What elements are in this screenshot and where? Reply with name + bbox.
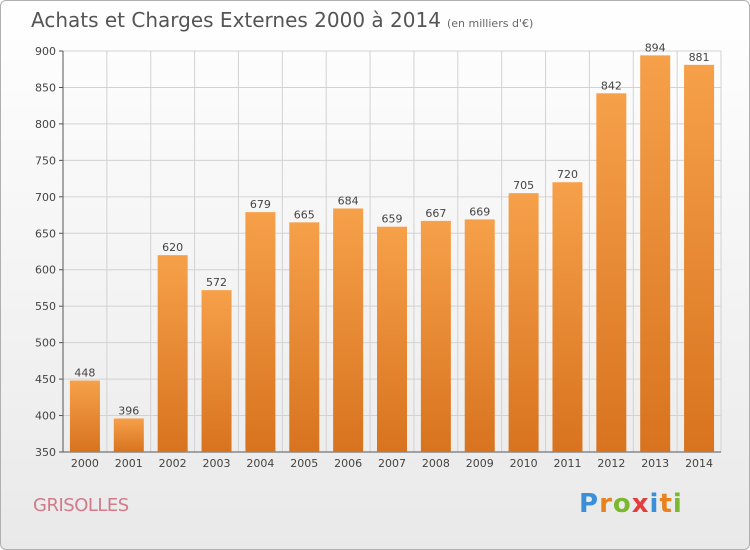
bar-2005[interactable] bbox=[289, 222, 320, 452]
bar-2014[interactable] bbox=[684, 64, 715, 452]
data-label-2014: 881 bbox=[689, 51, 710, 64]
x-tick-label-2006: 2006 bbox=[334, 457, 362, 470]
logo-letter: o bbox=[612, 489, 632, 519]
y-tick-label: 600 bbox=[35, 264, 56, 277]
bar-2006[interactable] bbox=[333, 208, 364, 452]
logo-letter: i bbox=[672, 489, 683, 519]
bar-2003[interactable] bbox=[201, 290, 232, 452]
axes: 350 400 450 500 550 600 650 700 750 800 850 900 2000… bbox=[35, 45, 721, 470]
bar-2007[interactable] bbox=[377, 226, 407, 452]
y-tick-label: 350 bbox=[35, 446, 56, 459]
y-tick-label: 450 bbox=[35, 373, 56, 386]
title-row: Achats et Charges Externes 2000 à 2014 (e… bbox=[31, 8, 533, 32]
data-label-2010: 705 bbox=[513, 179, 534, 192]
bars bbox=[69, 55, 715, 453]
proxiti-logo[interactable]: Proxiti bbox=[579, 489, 683, 519]
chart-title: Achats et Charges Externes 2000 à 2014 bbox=[31, 8, 441, 32]
data-label-2000: 448 bbox=[74, 367, 95, 380]
x-tick-label-2012: 2012 bbox=[597, 457, 625, 470]
bar-2002[interactable] bbox=[157, 255, 188, 452]
bar-2001[interactable] bbox=[113, 418, 144, 452]
x-tick-label-2002: 2002 bbox=[159, 457, 187, 470]
y-tick-label: 650 bbox=[35, 227, 56, 240]
bar-2000[interactable] bbox=[69, 380, 100, 452]
x-tick-label-2007: 2007 bbox=[378, 457, 406, 470]
data-labels: 448 396 620 572 679 665 684 659 667 669 705 720 842 8… bbox=[74, 41, 709, 417]
data-label-2013: 894 bbox=[645, 41, 666, 54]
data-label-2002: 620 bbox=[162, 241, 183, 254]
x-tick-label-2010: 2010 bbox=[510, 457, 538, 470]
logo-letter: P bbox=[579, 489, 600, 519]
x-tick-label-2009: 2009 bbox=[466, 457, 494, 470]
x-tick-label-2013: 2013 bbox=[641, 457, 669, 470]
data-label-2012: 842 bbox=[601, 79, 622, 92]
x-tick-label-2005: 2005 bbox=[290, 457, 318, 470]
data-label-2005: 665 bbox=[294, 208, 315, 221]
bar-2013[interactable] bbox=[640, 55, 671, 453]
data-label-2008: 667 bbox=[425, 207, 446, 220]
bar-2009[interactable] bbox=[464, 219, 495, 452]
x-tick-label-2014: 2014 bbox=[685, 457, 713, 470]
logo-letter: i bbox=[649, 489, 660, 519]
x-tick-label-2003: 2003 bbox=[203, 457, 231, 470]
bar-2012[interactable] bbox=[596, 93, 627, 453]
x-tick-label-2008: 2008 bbox=[422, 457, 450, 470]
bar-2004[interactable] bbox=[245, 212, 276, 452]
logo-letter: t bbox=[659, 489, 673, 519]
bar-2008[interactable] bbox=[420, 220, 451, 452]
y-tick-label: 750 bbox=[35, 154, 56, 167]
y-tick-label: 400 bbox=[35, 410, 56, 423]
logo-letter: x bbox=[631, 489, 650, 519]
data-label-2003: 572 bbox=[206, 276, 227, 289]
y-tick-label: 550 bbox=[35, 300, 56, 313]
y-tick-label: 800 bbox=[35, 118, 56, 131]
data-label-2004: 679 bbox=[250, 198, 271, 211]
y-tick-label: 850 bbox=[35, 81, 56, 94]
chart-subtitle: (en milliers d'€) bbox=[446, 17, 534, 30]
data-label-2007: 659 bbox=[382, 213, 403, 226]
y-tick-label: 700 bbox=[35, 191, 56, 204]
x-tick-label-2001: 2001 bbox=[115, 457, 143, 470]
data-label-2001: 396 bbox=[118, 404, 139, 417]
data-label-2009: 669 bbox=[469, 205, 490, 218]
town-name: GRISOLLES bbox=[33, 495, 129, 516]
x-tick-label-2000: 2000 bbox=[71, 457, 99, 470]
data-label-2006: 684 bbox=[338, 194, 359, 207]
x-tick-label-2011: 2011 bbox=[553, 457, 581, 470]
bar-2011[interactable] bbox=[552, 182, 583, 452]
x-tick-label-2004: 2004 bbox=[246, 457, 274, 470]
data-label-2011: 720 bbox=[557, 168, 578, 181]
logo-letter: r bbox=[599, 489, 613, 519]
bar-2010[interactable] bbox=[508, 193, 539, 452]
y-tick-label: 500 bbox=[35, 337, 56, 350]
y-tick-label: 900 bbox=[35, 45, 56, 58]
